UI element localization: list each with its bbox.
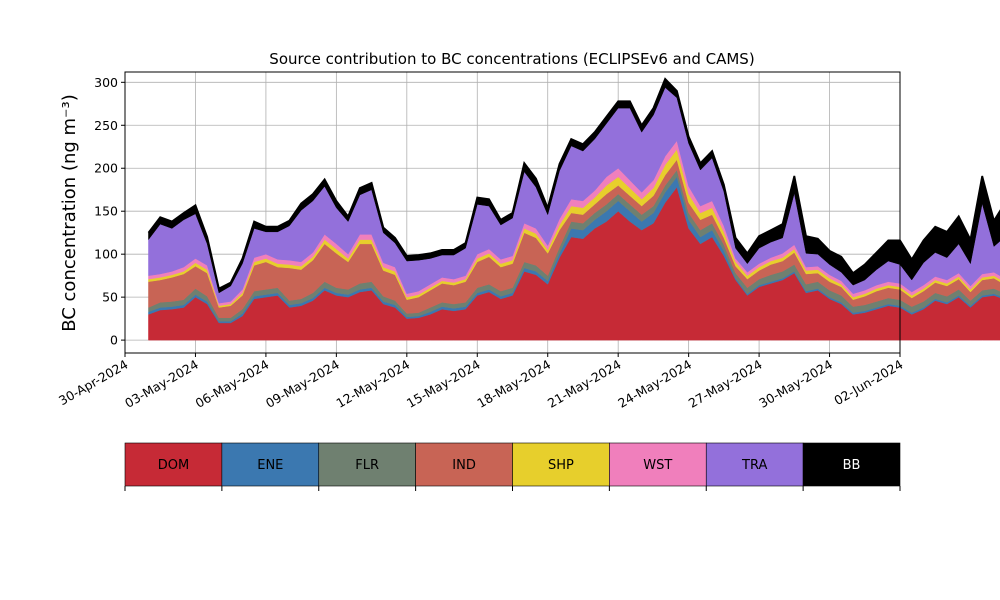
plot-frame [124,71,901,354]
legend-swatch-dom [124,442,223,487]
legend-label-dom: DOM [158,458,189,473]
legend-swatch-flr [318,442,416,487]
legend: DOM ENE FLR IND SHP WST TRA BB [124,442,901,491]
x-tick-label: 30-Apr-2024 [56,357,130,409]
legend-swatch-wst [609,442,707,487]
x-tick-label: 09-May-2024 [263,357,342,411]
legend-label-shp: SHP [548,458,574,473]
chart-title: Source contribution to BC concentrations… [269,50,754,68]
stacked-areas [147,77,1000,341]
legend-swatch-ind [415,442,513,487]
y-tick-label: 150 [94,204,118,219]
legend-label-tra: TRA [741,458,767,473]
y-tick-label: 50 [102,290,118,305]
x-tick-label: 15-May-2024 [404,357,483,411]
x-tick-label: 18-May-2024 [474,357,553,411]
y-tick-label: 100 [94,247,118,262]
y-tick-label: 200 [94,161,118,176]
x-tick-label: 06-May-2024 [193,357,272,411]
x-tick-label: 02-Jun-2024 [831,357,905,408]
y-tick-label: 300 [94,75,118,90]
x-tick-label: 27-May-2024 [686,357,765,411]
legend-label-flr: FLR [355,458,379,473]
x-tick-label: 03-May-2024 [122,357,201,411]
legend-label-bb: BB [843,458,861,473]
x-tick-label: 21-May-2024 [545,357,624,411]
total-line [147,77,1000,290]
x-tick-label: 30-May-2024 [756,357,835,411]
x-tick-label: 24-May-2024 [615,357,694,411]
y-tick-label: 0 [110,333,118,348]
legend-label-ene: ENE [257,458,283,473]
legend-swatch-tra [705,442,804,487]
y-axis-label: BC concentration (ng m⁻³) [59,94,80,332]
legend-swatch-bb [802,442,901,487]
legend-label-wst: WST [643,458,672,473]
legend-swatch-shp [512,442,610,487]
legend-swatch-ene [221,442,320,487]
x-tick-label: 12-May-2024 [333,357,412,411]
y-tick-label: 250 [94,118,118,133]
legend-label-ind: IND [452,458,476,473]
